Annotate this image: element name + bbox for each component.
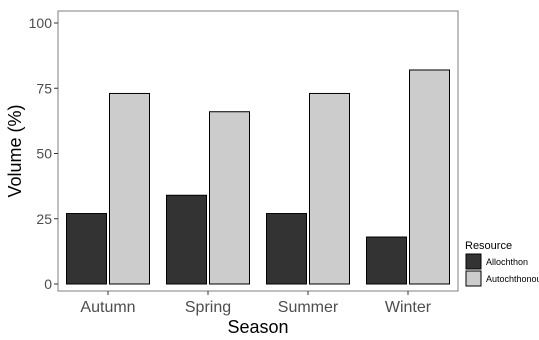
- x-axis-title: Season: [227, 317, 288, 337]
- bars: [66, 69, 450, 285]
- bar-autochthonous-summer: [309, 92, 350, 285]
- y-tick-label: 0: [44, 276, 52, 292]
- legend-label-allochthon: Allochthon: [486, 257, 528, 267]
- x-tick-label: Autumn: [80, 299, 135, 316]
- bar-allochthon-autumn: [66, 213, 107, 285]
- bar-autochthonous-spring: [209, 111, 250, 285]
- legend: Resource Allochthon Autochthonous: [465, 240, 539, 287]
- y-tick-label: 75: [36, 80, 52, 96]
- bar-allochthon-spring: [166, 194, 207, 285]
- bar-allochthon-summer: [266, 213, 307, 285]
- x-axis: Autumn Spring Summer Winter: [80, 291, 432, 316]
- y-tick-label: 100: [29, 15, 53, 31]
- y-tick-label: 25: [36, 211, 52, 227]
- legend-title: Resource: [465, 240, 512, 252]
- x-tick-label: Spring: [185, 299, 231, 316]
- bar-allochthon-winter: [366, 236, 407, 285]
- legend-swatch-autochthonous: [465, 270, 482, 287]
- legend-swatch-allochthon: [465, 253, 482, 270]
- legend-label-autochthonous: Autochthonous: [486, 274, 539, 284]
- bar-autochthonous-autumn: [109, 92, 150, 285]
- x-tick-label: Summer: [278, 299, 339, 316]
- y-axis: 0 25 50 75 100: [29, 15, 58, 292]
- bar-autochthonous-winter: [409, 69, 450, 285]
- y-axis-title: Volume (%): [5, 104, 25, 197]
- x-tick-label: Winter: [385, 299, 432, 316]
- y-tick-label: 50: [36, 146, 52, 162]
